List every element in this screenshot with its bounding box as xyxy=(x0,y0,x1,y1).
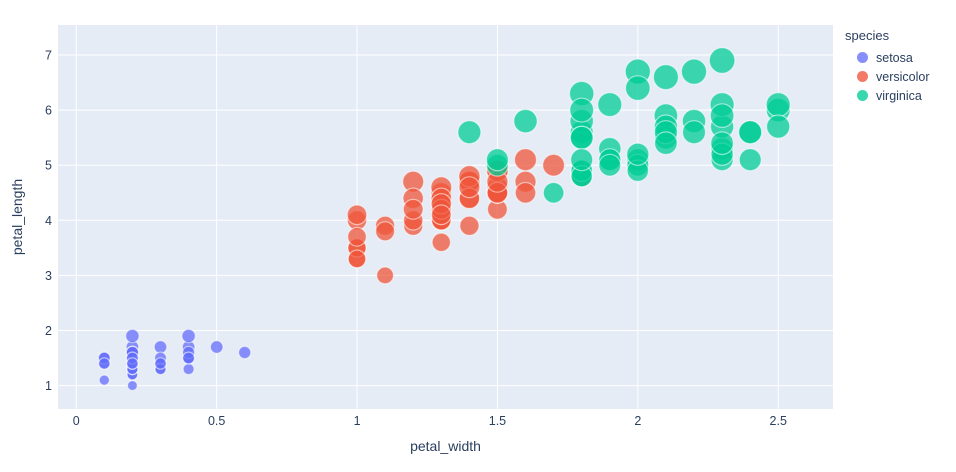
data-point-setosa[interactable] xyxy=(98,357,111,370)
legend-marker-icon xyxy=(857,52,868,63)
data-point-setosa[interactable] xyxy=(98,374,111,386)
data-point-setosa[interactable] xyxy=(153,340,168,354)
data-point-versicolor[interactable] xyxy=(376,266,395,285)
x-tick-label: 1.5 xyxy=(489,414,506,428)
y-tick-label: 2 xyxy=(45,324,52,338)
data-point-versicolor[interactable] xyxy=(514,181,537,204)
legend-marker-icon xyxy=(857,90,868,101)
y-tick-label: 6 xyxy=(45,104,52,118)
data-point-virginica[interactable] xyxy=(597,91,623,118)
legend: species setosa versicolor virginica xyxy=(845,28,930,105)
data-point-virginica[interactable] xyxy=(485,148,509,172)
data-point-virginica[interactable] xyxy=(680,58,708,85)
y-tick-label: 1 xyxy=(45,379,52,393)
data-point-virginica[interactable] xyxy=(710,131,734,156)
data-point-versicolor[interactable] xyxy=(431,232,452,253)
legend-label: versicolor xyxy=(876,69,930,84)
data-point-virginica[interactable] xyxy=(709,103,735,128)
legend-title: species xyxy=(845,28,890,43)
data-point-versicolor[interactable] xyxy=(459,215,480,236)
data-point-virginica[interactable] xyxy=(652,63,680,91)
data-point-virginica[interactable] xyxy=(766,114,791,139)
data-point-virginica[interactable] xyxy=(542,181,565,204)
data-point-setosa[interactable] xyxy=(126,357,139,370)
x-tick-label: 1 xyxy=(354,414,361,428)
data-point-virginica[interactable] xyxy=(708,47,736,74)
legend-label: setosa xyxy=(876,50,913,65)
legend-marker-icon xyxy=(857,71,868,82)
data-point-virginica[interactable] xyxy=(624,75,651,101)
y-axis-title-wrap: petal_length xyxy=(0,25,34,409)
data-point-virginica[interactable] xyxy=(569,97,595,123)
data-point-virginica[interactable] xyxy=(569,125,594,150)
data-point-versicolor[interactable] xyxy=(402,198,424,220)
legend-items: setosa versicolor virginica xyxy=(845,48,930,105)
y-tick-label: 4 xyxy=(45,214,52,228)
data-point-versicolor[interactable] xyxy=(458,176,481,199)
y-axis-title: petal_length xyxy=(9,178,26,256)
data-point-versicolor[interactable] xyxy=(542,153,566,177)
y-tick-label: 3 xyxy=(45,269,52,283)
legend-label: virginica xyxy=(876,88,922,103)
data-point-virginica[interactable] xyxy=(765,91,791,118)
x-tick-label: 2.5 xyxy=(770,414,787,428)
data-point-setosa[interactable] xyxy=(209,340,224,354)
legend-item-virginica[interactable]: virginica xyxy=(845,86,930,105)
data-point-versicolor[interactable] xyxy=(347,226,367,247)
data-point-virginica[interactable] xyxy=(738,148,762,172)
data-point-virginica[interactable] xyxy=(681,120,707,145)
data-point-virginica[interactable] xyxy=(654,131,678,156)
data-point-virginica[interactable] xyxy=(570,148,594,172)
data-point-virginica[interactable] xyxy=(457,120,482,145)
data-point-setosa[interactable] xyxy=(181,328,196,344)
data-point-virginica[interactable] xyxy=(626,142,650,166)
data-point-setosa[interactable] xyxy=(182,363,195,376)
data-point-versicolor[interactable] xyxy=(346,204,368,226)
data-point-virginica[interactable] xyxy=(598,153,622,177)
x-tick-label: 0 xyxy=(73,414,80,428)
data-point-setosa[interactable] xyxy=(182,351,196,365)
x-tick-label: 2 xyxy=(634,414,641,428)
x-axis-title: petal_width xyxy=(410,438,481,454)
data-point-virginica[interactable] xyxy=(738,120,763,145)
legend-item-setosa[interactable]: setosa xyxy=(845,48,930,67)
data-point-versicolor[interactable] xyxy=(430,204,452,226)
data-point-setosa[interactable] xyxy=(125,328,140,344)
data-point-setosa[interactable] xyxy=(154,357,167,370)
data-point-setosa[interactable] xyxy=(126,380,138,392)
data-point-versicolor[interactable] xyxy=(513,148,538,172)
y-tick-label: 7 xyxy=(45,49,52,63)
y-tick-label: 5 xyxy=(45,159,52,173)
data-point-versicolor[interactable] xyxy=(347,249,367,269)
x-tick-label: 0.5 xyxy=(208,414,225,428)
data-point-virginica[interactable] xyxy=(513,108,538,134)
data-point-setosa[interactable] xyxy=(237,345,252,360)
legend-item-versicolor[interactable]: versicolor xyxy=(845,67,930,86)
data-point-versicolor[interactable] xyxy=(375,221,396,242)
